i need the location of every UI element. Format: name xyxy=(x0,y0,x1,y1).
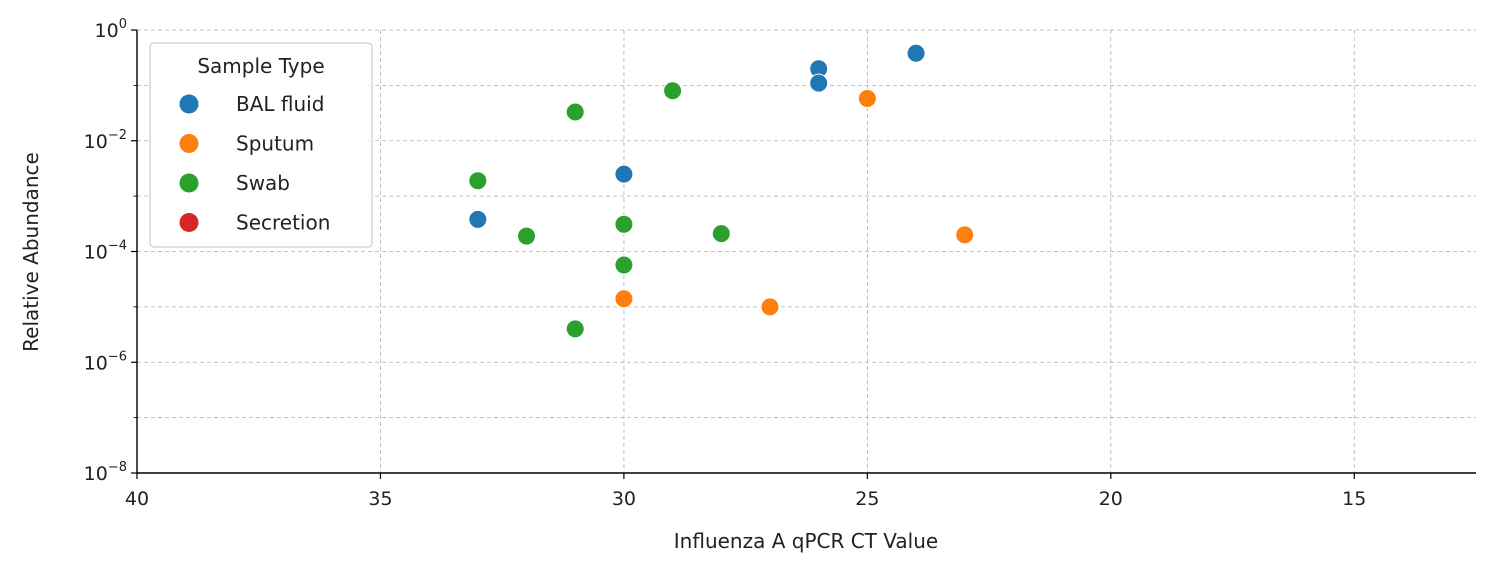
point-swab xyxy=(565,102,585,122)
point-swab xyxy=(663,81,683,101)
y-tick-label: 100 xyxy=(95,17,127,42)
point-sputum xyxy=(614,289,634,309)
point-swab xyxy=(711,224,731,244)
point-bal-fluid xyxy=(906,43,926,63)
y-tick-label: 10−2 xyxy=(84,128,127,153)
legend-label-swab: Swab xyxy=(236,171,290,195)
point-bal-fluid xyxy=(809,73,829,93)
x-tick-label: 35 xyxy=(368,488,392,510)
x-tick-label: 25 xyxy=(855,488,879,510)
legend-label-secretion: Secretion xyxy=(236,211,330,235)
y-tick-label: 10−8 xyxy=(84,460,127,485)
point-sputum xyxy=(955,225,975,245)
legend-marker-secretion xyxy=(179,213,199,232)
legend-label-bal-fluid: BAL fluid xyxy=(236,92,324,116)
data-points xyxy=(468,43,975,339)
legend-label-sputum: Sputum xyxy=(236,132,314,156)
x-tick-label: 30 xyxy=(612,488,636,510)
point-swab xyxy=(614,214,634,234)
x-tick-label: 15 xyxy=(1342,488,1366,510)
y-axis-label: Relative Abundance xyxy=(19,152,43,352)
point-swab xyxy=(468,171,488,191)
point-bal-fluid xyxy=(468,209,488,229)
legend-marker-swab xyxy=(179,173,199,193)
point-sputum xyxy=(857,88,877,108)
legend-marker-bal-fluid xyxy=(179,94,199,114)
legend: Sample Type BAL fluid Sputum Swab Secretion xyxy=(149,42,373,248)
legend-title: Sample Type xyxy=(197,54,324,78)
point-swab xyxy=(565,319,585,339)
legend-marker-sputum xyxy=(179,134,199,153)
x-axis-label: Influenza A qPCR CT Value xyxy=(674,529,938,553)
y-tick-label: 10−6 xyxy=(84,349,127,374)
point-sputum xyxy=(760,297,780,317)
x-tick-label: 20 xyxy=(1099,488,1123,510)
ticks: 40 35 30 25 20 15 10−8 10−6 10−4 10−2 100 xyxy=(84,17,1367,510)
point-swab xyxy=(517,226,537,246)
point-swab xyxy=(614,255,634,275)
x-tick-label: 40 xyxy=(125,488,149,510)
legend-box xyxy=(149,42,373,248)
point-bal-fluid xyxy=(614,164,634,184)
y-tick-label: 10−4 xyxy=(84,239,127,264)
